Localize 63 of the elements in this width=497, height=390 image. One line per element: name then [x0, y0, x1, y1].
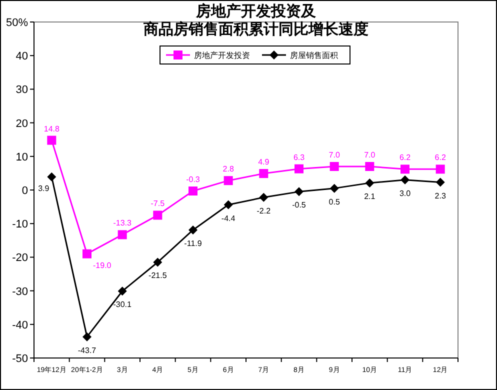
- point: [330, 184, 339, 193]
- point: [47, 172, 56, 182]
- point: [294, 187, 304, 196]
- y-tick-label: -10: [12, 218, 28, 231]
- legend-label: 房屋销售面积: [290, 51, 338, 60]
- data-label: 2.1: [364, 192, 376, 201]
- point: [400, 164, 410, 174]
- point: [188, 186, 198, 196]
- data-label: 7.0: [364, 150, 376, 160]
- point: [47, 136, 56, 145]
- y-tick-label: -50: [12, 353, 28, 365]
- legend-label: 房地产开发投资: [194, 51, 250, 60]
- point: [365, 162, 374, 171]
- data-label: -7.5: [150, 199, 166, 208]
- chart-title: 房地产开发投资及: [195, 2, 317, 20]
- data-label: 3.9: [38, 184, 50, 193]
- chart-subtitle: 商品房销售面积累计同比增长速度: [142, 20, 368, 38]
- point: [294, 164, 304, 174]
- point: [118, 230, 127, 240]
- data-label: 6.2: [434, 153, 446, 162]
- point: [118, 286, 127, 296]
- y-tick-label: -40: [12, 319, 28, 332]
- y-tick-label: 50%: [6, 17, 28, 29]
- point: [224, 176, 233, 186]
- point: [330, 162, 339, 171]
- point: [153, 210, 162, 220]
- data-label: -43.7: [78, 346, 97, 355]
- y-tick-label: 40: [16, 50, 28, 63]
- data-label: -0.3: [186, 175, 200, 184]
- point: [436, 178, 445, 187]
- data-label: -13.3: [113, 218, 132, 228]
- data-label: 2.3: [434, 191, 446, 200]
- point: [259, 169, 268, 178]
- point: [153, 258, 162, 267]
- y-tick-label: 0: [22, 185, 28, 197]
- data-label: -2.2: [256, 206, 272, 216]
- y-tick-label: 20: [16, 118, 28, 130]
- point: [82, 332, 92, 342]
- data-label: -11.9: [184, 238, 202, 248]
- data-label: 4.9: [258, 158, 270, 167]
- point: [82, 249, 92, 258]
- data-label: 6.3: [293, 152, 306, 162]
- data-label: -4.4: [221, 214, 236, 223]
- point: [188, 225, 198, 234]
- data-label: 7.0: [328, 150, 340, 160]
- y-tick-label: -20: [12, 252, 28, 264]
- point: [365, 178, 374, 188]
- data-label: -0.5: [292, 200, 306, 210]
- data-label: 0.5: [328, 197, 340, 206]
- data-label: 6.2: [399, 153, 412, 162]
- point: [436, 164, 445, 174]
- y-tick-label: 10: [16, 151, 28, 164]
- point: [400, 175, 410, 184]
- point: [224, 200, 233, 210]
- data-label: -30.1: [113, 300, 132, 310]
- point: [259, 192, 268, 202]
- data-label: -21.5: [148, 271, 168, 280]
- data-label: 3.0: [399, 188, 412, 198]
- y-tick-label: 30: [16, 84, 28, 96]
- data-label: 14.8: [44, 124, 60, 134]
- data-label: 2.8: [222, 164, 234, 174]
- data-label: -19.0: [93, 260, 112, 270]
- y-tick-label: -30: [12, 286, 28, 298]
